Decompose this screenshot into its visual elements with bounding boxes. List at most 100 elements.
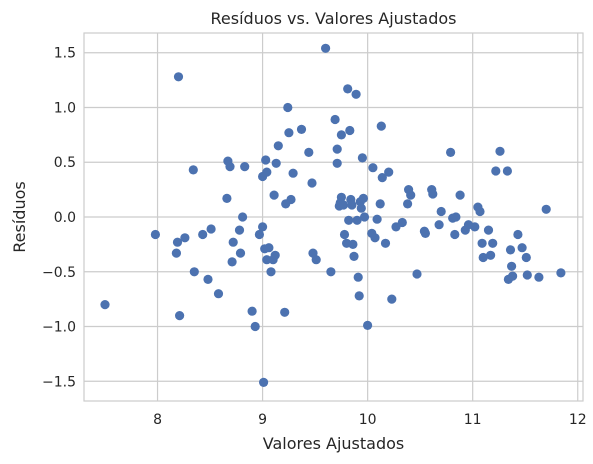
data-point: [345, 125, 355, 136]
data-point: [240, 162, 250, 172]
data-point: [470, 222, 480, 232]
data-point: [491, 166, 501, 176]
data-point: [262, 167, 272, 177]
data-point: [150, 229, 160, 240]
data-point: [380, 238, 391, 248]
data-point: [436, 206, 446, 217]
data-point: [266, 267, 276, 277]
plot-frame: [83, 32, 584, 402]
data-point: [175, 311, 185, 321]
data-point: [450, 229, 460, 240]
data-point: [271, 158, 281, 168]
data-point: [420, 228, 430, 238]
chart-title: Resíduos vs. Valores Ajustados: [211, 9, 457, 28]
data-point: [513, 229, 523, 240]
data-point: [288, 168, 298, 178]
data-point: [100, 300, 110, 310]
data-point: [475, 206, 485, 217]
data-point: [284, 128, 294, 138]
x-tick-label: 10: [359, 412, 377, 428]
data-point: [356, 203, 366, 213]
data-point: [206, 224, 216, 234]
data-point: [283, 102, 293, 113]
data-point: [198, 229, 208, 240]
data-point: [332, 144, 342, 154]
data-point: [397, 217, 407, 228]
data-point: [351, 89, 361, 99]
x-tick-label: 8: [153, 412, 162, 428]
data-point: [534, 272, 544, 282]
data-point: [375, 199, 385, 209]
data-point: [270, 250, 280, 260]
data-point: [521, 252, 531, 263]
data-point: [370, 233, 380, 243]
data-point: [348, 239, 358, 249]
data-point: [171, 248, 181, 258]
x-tick-label: 9: [258, 412, 267, 428]
data-point: [488, 238, 498, 248]
data-point: [455, 190, 465, 200]
data-point: [269, 190, 279, 200]
data-point: [259, 377, 269, 387]
data-point: [307, 178, 317, 188]
data-point: [247, 306, 257, 316]
data-point: [483, 225, 494, 235]
y-tick-label: 0.5: [54, 155, 76, 171]
data-points: [100, 43, 566, 387]
data-point: [412, 269, 422, 279]
data-point: [213, 289, 224, 299]
data-point: [507, 271, 518, 281]
data-point: [451, 212, 461, 222]
data-point: [336, 192, 346, 202]
y-tick-label: −0.5: [42, 265, 76, 281]
data-point: [387, 294, 397, 304]
data-point: [505, 245, 516, 255]
data-point: [344, 215, 354, 225]
data-point: [250, 321, 260, 332]
data-point: [189, 267, 199, 277]
data-point: [541, 204, 551, 214]
data-point: [384, 167, 394, 177]
data-point: [336, 130, 346, 140]
y-tick-label: −1.0: [42, 320, 76, 336]
data-point: [354, 291, 364, 301]
data-point: [228, 237, 238, 247]
data-point: [368, 163, 378, 173]
data-point: [478, 252, 488, 263]
y-tick-label: 1.5: [54, 46, 76, 62]
data-point: [507, 261, 517, 271]
y-tick-label: 1.0: [54, 100, 76, 116]
y-axis-label: Resíduos: [10, 181, 29, 252]
data-point: [357, 153, 367, 163]
data-point: [330, 114, 340, 125]
data-point: [332, 158, 342, 168]
data-point: [173, 72, 184, 82]
data-point: [377, 173, 387, 183]
data-point: [347, 200, 357, 210]
data-point: [180, 233, 190, 243]
data-point: [477, 238, 487, 248]
data-point: [352, 215, 362, 225]
data-point: [517, 243, 527, 253]
data-point: [273, 141, 283, 151]
data-point: [446, 147, 456, 157]
y-tick-label: −1.5: [42, 374, 76, 390]
data-point: [311, 255, 321, 265]
data-point: [258, 222, 268, 232]
data-point: [326, 267, 336, 277]
x-tick-labels: 8 9 10 11 12: [153, 412, 587, 428]
data-point: [495, 146, 505, 156]
data-point: [188, 165, 198, 175]
data-point: [338, 200, 349, 210]
data-point: [304, 147, 314, 157]
data-point: [225, 162, 235, 172]
data-point: [343, 84, 353, 94]
data-point: [428, 189, 438, 199]
data-point: [261, 155, 271, 165]
data-point: [556, 268, 566, 278]
data-point: [339, 229, 350, 240]
x-tick-label: 11: [464, 412, 482, 428]
data-point: [406, 190, 416, 200]
data-point: [238, 212, 248, 222]
